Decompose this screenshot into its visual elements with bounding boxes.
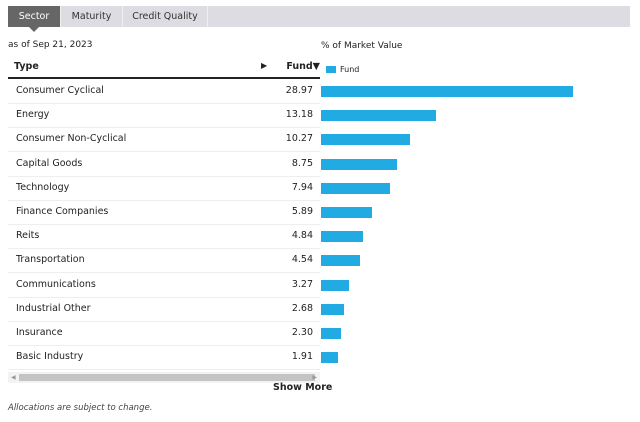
expand-arrow-icon[interactable]: ▶ (261, 61, 268, 70)
table-row: Consumer Cyclical 28.97 (8, 79, 320, 104)
legend-swatch (326, 66, 336, 73)
bar-capital-goods (321, 158, 398, 170)
sector-label: Insurance (16, 327, 63, 338)
scroll-left-icon[interactable]: ◀ (11, 374, 16, 381)
table-header: Type ▶ Fund▼ (8, 57, 320, 79)
sector-label: Technology (16, 181, 70, 193)
fund-column-header[interactable]: Fund▼ (286, 61, 320, 72)
type-column-header[interactable]: Type (14, 61, 39, 72)
table-row: Basic Industry 1.91 (8, 345, 320, 371)
bar-transportation (321, 255, 361, 267)
table-row: Capital Goods 8.75 (8, 152, 320, 177)
bar-finance-companies (321, 207, 373, 218)
table-row: Transportation 4.54 (8, 248, 320, 274)
fund-value: 10.27 (285, 133, 313, 145)
fund-value: 4.54 (291, 254, 313, 266)
scrollbar-thumb[interactable] (19, 374, 315, 381)
fund-value: 7.94 (291, 181, 313, 193)
table-row: Technology 7.94 (8, 176, 320, 201)
fund-value: 8.75 (291, 157, 313, 169)
table-row: Communications 3.27 (8, 273, 320, 298)
show-more-button[interactable]: Show More (273, 382, 333, 393)
sector-label: Capital Goods (16, 157, 83, 169)
table-row: Industrial Other 2.68 (8, 297, 320, 322)
bar-technology (321, 182, 391, 194)
fund-value: 13.18 (285, 109, 313, 121)
tab-bar: Sector Maturity Credit Quality (8, 6, 630, 32)
sector-label: Industrial Other (16, 302, 91, 314)
fund-value: 3.27 (291, 278, 313, 290)
fund-value: 4.84 (291, 230, 313, 242)
fund-value: 5.89 (291, 206, 313, 217)
table-row: Reits 4.84 (8, 224, 320, 250)
bar-industrial-other (321, 303, 345, 315)
sector-label: Reits (16, 230, 40, 242)
bar-insurance (321, 328, 341, 339)
as-of-date: as of Sep 21, 2023 (8, 40, 93, 50)
sector-label: Basic Industry (16, 351, 84, 363)
horizontal-scrollbar[interactable]: ◀ ▶ (8, 372, 320, 383)
fund-value: 1.91 (291, 351, 313, 363)
tab-sector[interactable]: Sector (8, 6, 61, 32)
sector-label: Consumer Cyclical (16, 85, 104, 96)
legend: Fund (326, 65, 359, 74)
bar-communications (321, 279, 350, 291)
bar-basic-industry (321, 352, 338, 364)
sector-label: Finance Companies (16, 206, 109, 217)
sector-label: Energy (16, 109, 50, 121)
tab-maturity[interactable]: Maturity (61, 6, 123, 27)
table-row: Consumer Non-Cyclical 10.27 (8, 127, 320, 153)
chart-title: % of Market Value (321, 41, 403, 51)
disclaimer: Allocations are subject to change. (8, 403, 153, 413)
legend-label: Fund (340, 65, 360, 74)
bar-consumer-cyclical (321, 86, 574, 97)
scroll-right-icon[interactable]: ▶ (312, 374, 317, 381)
fund-value: 28.97 (285, 85, 313, 96)
fund-value: 2.30 (291, 327, 313, 338)
sector-label: Transportation (16, 254, 85, 266)
bar-reits (321, 231, 364, 243)
fund-value: 2.68 (291, 302, 313, 314)
table-row: Energy 13.18 (8, 103, 320, 129)
table-row: Insurance 2.30 (8, 321, 320, 346)
bar-consumer-non-cyclical (321, 134, 411, 146)
sector-label: Consumer Non-Cyclical (16, 133, 127, 145)
bar-energy (321, 110, 436, 122)
table-row: Finance Companies 5.89 (8, 200, 320, 225)
sector-label: Communications (16, 278, 96, 290)
tab-credit-quality[interactable]: Credit Quality (123, 6, 208, 27)
